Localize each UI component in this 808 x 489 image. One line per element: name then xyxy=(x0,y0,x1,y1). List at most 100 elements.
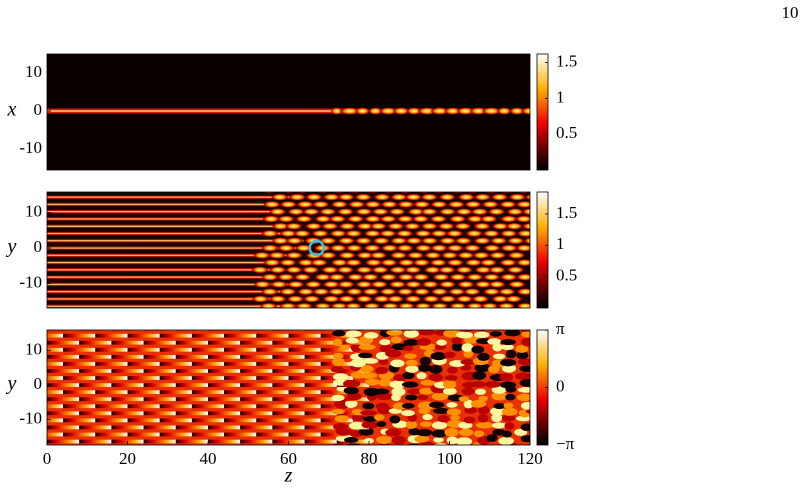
phase-band xyxy=(47,411,80,416)
blob xyxy=(293,229,312,238)
phase-cell xyxy=(422,414,433,421)
phase-cell xyxy=(444,428,459,437)
blob xyxy=(396,215,415,223)
blob xyxy=(396,288,415,296)
blob xyxy=(330,107,344,115)
phase-band xyxy=(304,425,337,430)
phase-cell xyxy=(513,316,528,325)
blob xyxy=(284,222,303,230)
blob xyxy=(404,280,423,288)
phase-cell xyxy=(404,394,418,401)
phase-cell xyxy=(345,337,359,344)
colorbar xyxy=(537,54,548,170)
blob xyxy=(439,295,457,303)
blob xyxy=(356,251,374,259)
phase-cell xyxy=(386,330,403,336)
phase-cell xyxy=(430,352,447,361)
blob xyxy=(516,288,530,296)
blob xyxy=(388,208,406,216)
phase-band xyxy=(192,320,224,324)
phase-band xyxy=(256,333,289,338)
phase-band xyxy=(63,333,96,338)
phase-band xyxy=(191,333,225,338)
blob xyxy=(279,200,298,208)
phase-band xyxy=(47,354,80,359)
phase-cell xyxy=(503,402,514,409)
phase-band xyxy=(95,432,128,437)
y-tick-label: 10 xyxy=(25,201,42,220)
blob xyxy=(296,200,315,208)
stripe xyxy=(47,202,278,207)
blob xyxy=(455,295,474,303)
phase-cell xyxy=(477,405,490,415)
phase-band xyxy=(47,369,48,373)
phase-cell xyxy=(517,358,530,366)
phase-band xyxy=(320,347,353,352)
blob xyxy=(345,288,364,296)
blob xyxy=(522,222,530,230)
blob xyxy=(466,215,485,223)
blob xyxy=(482,273,501,281)
phase-band xyxy=(175,411,208,416)
phase-band xyxy=(240,354,273,359)
blob xyxy=(438,237,457,245)
phase-cell xyxy=(429,364,443,374)
blob xyxy=(482,288,501,296)
phase-cell xyxy=(501,407,518,416)
phase-cell xyxy=(403,345,414,352)
blob xyxy=(498,288,516,296)
phase-band xyxy=(31,320,63,324)
stripe xyxy=(47,297,282,301)
phase-cell xyxy=(419,315,431,322)
blob xyxy=(479,259,498,267)
stripe xyxy=(47,260,269,265)
phase-cell xyxy=(504,330,521,337)
phase-cell xyxy=(403,330,419,338)
blob xyxy=(253,280,272,288)
blob xyxy=(301,266,320,274)
blob xyxy=(390,193,408,201)
blob xyxy=(379,215,398,223)
phase-band xyxy=(288,376,321,380)
blob xyxy=(463,288,482,296)
phase-cell xyxy=(393,402,407,410)
phase-cell xyxy=(431,392,449,401)
phase-cell xyxy=(461,343,474,353)
phase-band xyxy=(143,369,176,373)
blob xyxy=(330,200,349,208)
phase-band xyxy=(224,347,257,352)
phase-cell xyxy=(443,351,456,358)
phase-cell xyxy=(491,391,508,401)
blob xyxy=(449,273,467,281)
stripe xyxy=(47,231,299,236)
phase-band xyxy=(175,354,208,359)
phase-band xyxy=(288,347,321,352)
blob xyxy=(397,302,416,308)
phase-band xyxy=(224,390,257,395)
phase-cell xyxy=(403,339,420,346)
blob xyxy=(285,251,304,259)
x-axis-label: z xyxy=(284,465,293,487)
phase-cell xyxy=(458,428,474,437)
blob xyxy=(346,215,365,223)
phase-band xyxy=(63,447,95,451)
blob xyxy=(354,193,373,201)
phase-band xyxy=(111,369,144,373)
phase-cell xyxy=(514,372,530,380)
blob xyxy=(310,259,329,267)
blob xyxy=(421,280,440,288)
blob xyxy=(515,244,530,252)
phase-band xyxy=(304,369,337,373)
phase-cell xyxy=(477,413,489,423)
page-number: 10 xyxy=(782,3,799,22)
blob xyxy=(262,215,280,223)
phase-cell xyxy=(346,392,362,401)
phase-cell xyxy=(460,364,472,371)
phase-band xyxy=(175,369,208,373)
phase-band xyxy=(208,425,241,430)
phase-cell xyxy=(414,435,430,443)
phase-cell xyxy=(490,407,505,416)
phase-band xyxy=(128,320,160,324)
phase-band xyxy=(272,425,305,430)
blob xyxy=(278,259,297,267)
